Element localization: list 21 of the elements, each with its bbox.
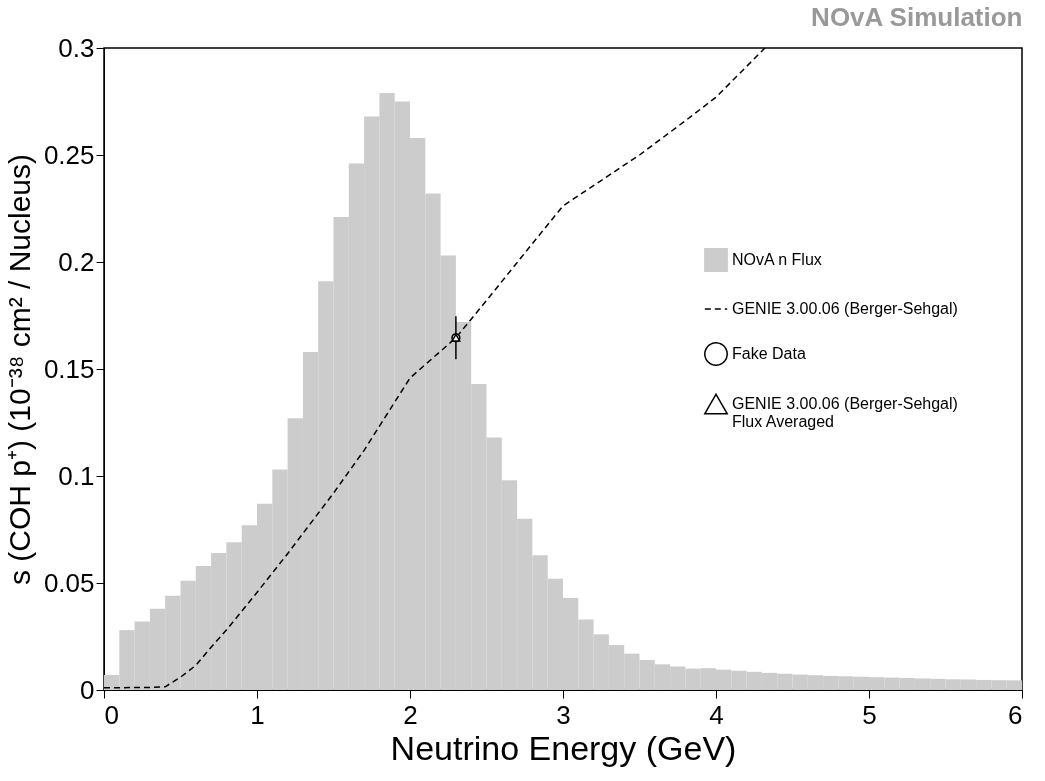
y-tick-label: 0.1 [58,460,95,491]
y-tick-label: 0.05 [43,567,95,598]
y-tick-label: 0.3 [58,32,95,63]
x-tick-label: 6 [1008,699,1023,730]
x-tick-label: 3 [556,699,571,730]
x-tick-label: 5 [862,699,877,730]
x-tick-label: 0 [104,699,119,730]
legend-label: NOvA n Flux [732,251,822,268]
y-tick-label: 0.25 [43,139,95,170]
x-tick-label: 2 [403,699,418,730]
legend-label: GENIE 3.00.06 (Berger-Sehgal) [732,300,958,317]
x-axis-title: Neutrino Energy (GeV) [390,728,737,767]
y-tick-label: 0.15 [43,353,95,384]
y-tick-label: 0 [80,674,95,705]
legend-label: GENIE 3.00.06 (Berger-Sehgal) Flux Averaged [732,395,958,430]
x-tick-label: 1 [250,699,265,730]
legend-label: Fake Data [732,345,806,362]
x-tick-label: 4 [709,699,724,730]
y-tick-label: 0.2 [58,246,95,277]
y-axis-title: s (COH p⁺) (10⁻³⁸ cm² / Nucleus) [2,153,36,586]
chart-title: NOvA Simulation [811,2,1023,32]
